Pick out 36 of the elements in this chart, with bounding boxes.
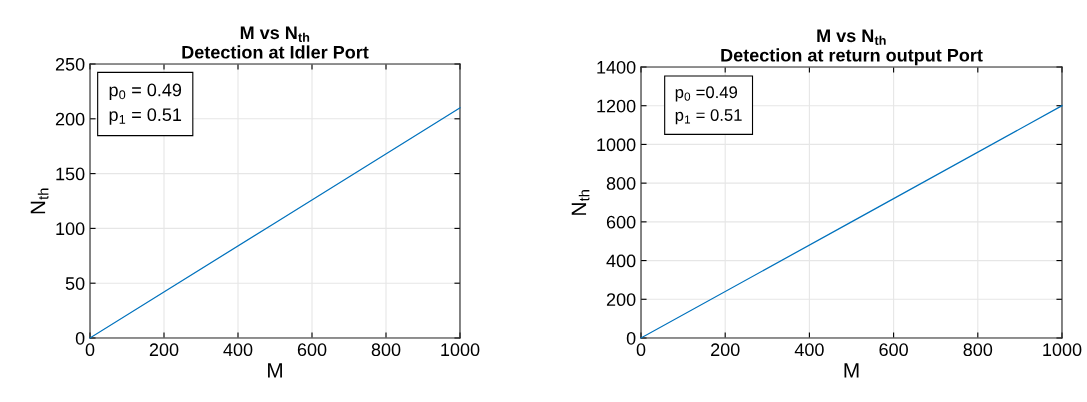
x-axis-title: M <box>844 363 859 378</box>
annotation: p$_{0}$ = 0.49 <box>109 83 182 100</box>
y-tick-label: 1200 <box>597 99 636 113</box>
y-tick-label: 1400 <box>597 60 636 74</box>
x-tick-label: 800 <box>963 343 993 357</box>
x-axis-title: M <box>268 363 282 378</box>
x-tick-label: 0 <box>85 343 95 357</box>
x-tick-label: 1000 <box>441 343 480 357</box>
y-tick-label: 1000 <box>597 138 636 152</box>
annotation: p$_{1}$ = 0.51 <box>109 108 182 125</box>
x-tick-label: 200 <box>149 343 179 357</box>
x-tick-label: 1000 <box>1043 343 1082 357</box>
y-tick-label: 200 <box>55 112 85 126</box>
y-tick-label: 50 <box>65 277 85 290</box>
annotation: p$_{1}$ = 0.51 <box>675 109 742 125</box>
chart-title: M vs N$_{th}$ Detection at Idler Port <box>182 26 369 59</box>
y-tick-label: 200 <box>606 293 636 307</box>
y-tick-label: 100 <box>56 222 85 236</box>
y-axis-title: N$_{th}$ <box>571 190 590 215</box>
x-tick-label: 400 <box>223 343 253 357</box>
y-tick-label: 400 <box>606 254 636 268</box>
x-tick-label: 800 <box>371 343 401 357</box>
y-tick-label: 250 <box>55 57 85 71</box>
x-tick-label: 600 <box>297 343 327 357</box>
y-tick-label: 150 <box>56 167 85 181</box>
y-axis-title: N$_{th}$ <box>30 188 49 214</box>
y-tick-label: 0 <box>75 331 85 345</box>
y-tick-label: 600 <box>606 215 636 229</box>
annotation: p$_{0}$ =0.49 <box>675 86 738 102</box>
x-tick-label: 0 <box>636 343 646 357</box>
y-tick-label: 800 <box>606 177 636 190</box>
x-tick-label: 600 <box>879 343 908 357</box>
x-tick-label: 200 <box>711 343 740 357</box>
x-tick-label: 400 <box>794 343 824 357</box>
y-tick-label: 0 <box>626 331 636 345</box>
chart-title: M vs N$_{th}$ Detection at return output Port <box>721 29 983 66</box>
